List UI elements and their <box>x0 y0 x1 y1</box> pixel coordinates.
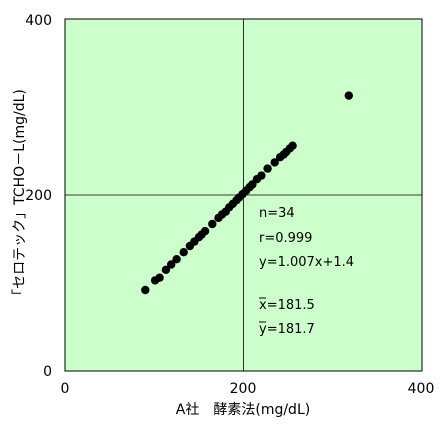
data-point <box>167 260 176 269</box>
y-tick-label-0: 0 <box>43 364 52 380</box>
data-point <box>141 285 150 295</box>
y-tick-label-400: 400 <box>25 13 52 29</box>
stat-equation: y=1.007x+1.4 <box>259 255 354 270</box>
data-points <box>141 91 353 295</box>
x-tick-label-400: 400 <box>408 381 435 397</box>
stat-n: n=34 <box>259 206 295 221</box>
data-point <box>344 91 353 100</box>
data-point <box>172 255 181 264</box>
y-axis-label: 「セロテック」TCHO－L(mg/dL) <box>12 89 28 303</box>
data-point <box>288 141 297 150</box>
data-point <box>155 273 164 282</box>
stat-xbar: x=181.5 <box>259 298 315 313</box>
data-point <box>179 248 188 257</box>
data-point <box>200 226 210 236</box>
data-point <box>208 219 217 229</box>
x-tick-label-0: 0 <box>61 381 70 397</box>
data-point <box>263 164 272 173</box>
y-tick-label-200: 200 <box>25 188 52 204</box>
data-point <box>257 171 266 180</box>
data-point <box>161 265 171 274</box>
x-tick-label-200: 200 <box>230 381 257 397</box>
stat-ybar: y=181.7 <box>259 322 315 337</box>
stat-r: r=0.999 <box>259 231 312 246</box>
x-axis-label: A社 酵素法(mg/dL) <box>176 402 310 418</box>
data-point <box>270 158 279 167</box>
